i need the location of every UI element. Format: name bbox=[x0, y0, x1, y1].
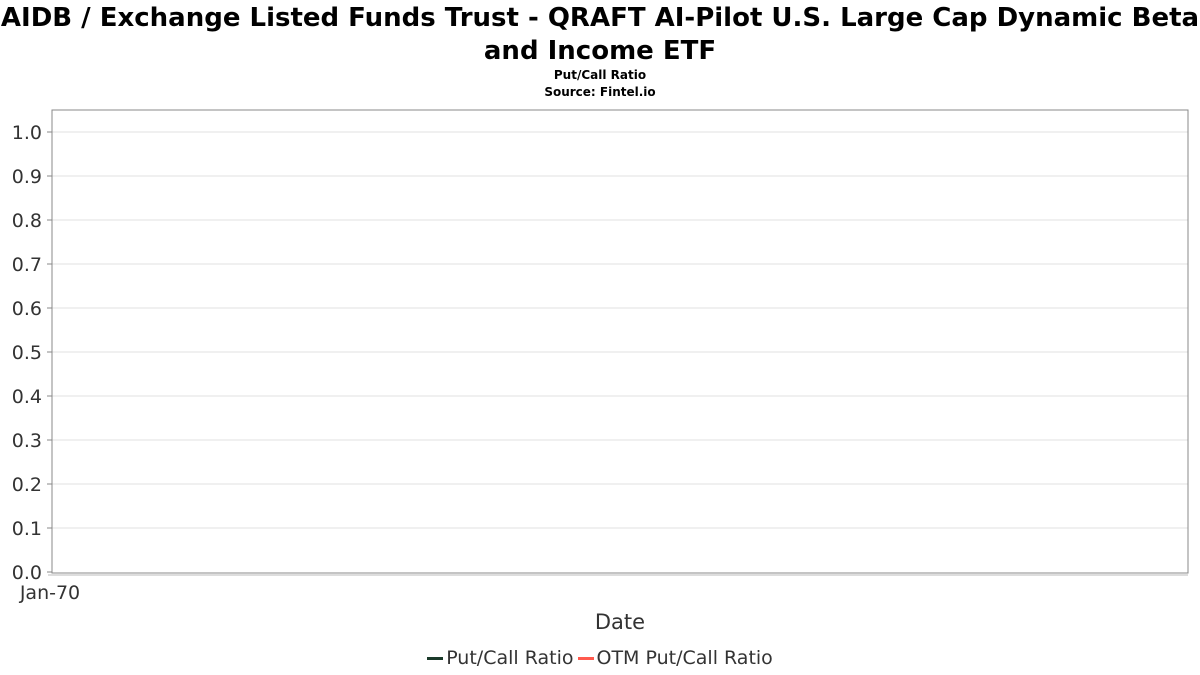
legend: Put/Call Ratio OTM Put/Call Ratio bbox=[0, 647, 1200, 669]
chart-title: AIDB / Exchange Listed Funds Trust - QRA… bbox=[0, 3, 1200, 66]
legend-swatch-otm-put-call-ratio bbox=[577, 656, 594, 660]
x-axis-ticks: Jan-70 bbox=[19, 582, 80, 604]
legend-item-put-call-ratio[interactable]: Put/Call Ratio bbox=[427, 647, 574, 669]
legend-item-otm-put-call-ratio[interactable]: OTM Put/Call Ratio bbox=[577, 647, 773, 669]
x-axis-title: Date bbox=[595, 610, 645, 634]
y-tick-label: 0.3 bbox=[12, 430, 42, 452]
legend-label-otm-put-call-ratio: OTM Put/Call Ratio bbox=[596, 647, 773, 669]
y-tick-label: 0.5 bbox=[12, 342, 42, 364]
legend-swatch-put-call-ratio bbox=[427, 656, 444, 660]
y-tick-label: 1.0 bbox=[12, 122, 42, 144]
legend-label-put-call-ratio: Put/Call Ratio bbox=[446, 647, 574, 669]
y-tick-label: 0.8 bbox=[12, 210, 42, 232]
chart-source: Source: Fintel.io bbox=[544, 85, 656, 99]
y-tick-label: 0.7 bbox=[12, 254, 42, 276]
y-tick-label: 0.2 bbox=[12, 474, 42, 496]
plot-frame bbox=[51, 109, 1189, 574]
gridlines bbox=[52, 131, 1188, 529]
y-tick-label: 0.0 bbox=[12, 562, 42, 584]
x-tick-label: Jan-70 bbox=[19, 582, 80, 604]
y-tick-label: 0.4 bbox=[12, 386, 42, 408]
y-tick-label: 0.9 bbox=[12, 166, 42, 188]
y-axis-ticks: 0.0 0.1 0.2 0.3 0.4 0.5 0.6 0.7 0.8 0.9 1.0 bbox=[12, 122, 52, 584]
y-tick-label: 0.6 bbox=[12, 298, 42, 320]
y-tick-label: 0.1 bbox=[12, 518, 42, 540]
chart-subtitle: Put/Call Ratio bbox=[553, 68, 647, 82]
